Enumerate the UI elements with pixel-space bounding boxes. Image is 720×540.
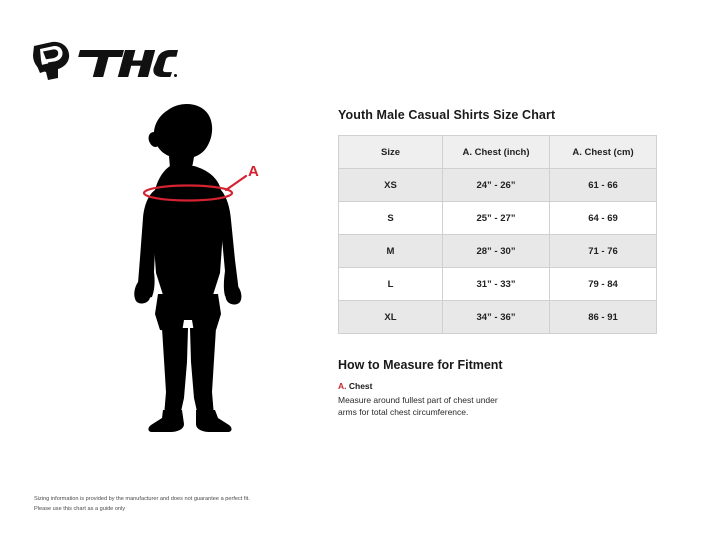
table-row: S 25” - 27” 64 - 69 bbox=[338, 201, 657, 235]
cell-chest-cm: 86 - 91 bbox=[549, 300, 657, 334]
measure-name: Chest bbox=[348, 381, 373, 391]
cell-size: L bbox=[338, 267, 443, 301]
cell-chest-inch: 25” - 27” bbox=[442, 201, 550, 235]
disclaimer-line-1: Sizing information is provided by the ma… bbox=[34, 496, 250, 502]
column-header-chest-inch: A. Chest (inch) bbox=[442, 135, 550, 169]
table-row: M 28” - 30” 71 - 76 bbox=[338, 234, 657, 268]
table-row: L 31” - 33” 79 - 84 bbox=[338, 267, 657, 301]
cell-size: XL bbox=[338, 300, 443, 334]
column-header-chest-cm: A. Chest (cm) bbox=[549, 135, 657, 169]
measure-description: Measure around fullest part of chest und… bbox=[338, 395, 498, 418]
youth-silhouette-icon bbox=[134, 104, 242, 432]
cell-chest-cm: 71 - 76 bbox=[549, 234, 657, 268]
footer-disclaimer: Sizing information is provided by the ma… bbox=[34, 495, 454, 514]
chest-measure-annotation bbox=[142, 174, 248, 202]
cell-chest-cm: 61 - 66 bbox=[549, 168, 657, 202]
thor-helmet-icon bbox=[33, 41, 70, 80]
page-title: Youth Male Casual Shirts Size Chart bbox=[338, 108, 556, 122]
measure-item-label: A. Chest bbox=[338, 381, 678, 392]
measure-key: A. bbox=[338, 381, 347, 391]
cell-chest-inch: 34” - 36” bbox=[442, 300, 550, 334]
cell-chest-inch: 31” - 33” bbox=[442, 267, 550, 301]
cell-chest-cm: 79 - 84 bbox=[549, 267, 657, 301]
thor-wordmark bbox=[78, 50, 178, 77]
size-chart-table: Size A. Chest (inch) A. Chest (cm) XS 24… bbox=[338, 135, 657, 334]
brand-logo bbox=[28, 36, 178, 84]
cell-chest-inch: 28” - 30” bbox=[442, 234, 550, 268]
cell-chest-cm: 64 - 69 bbox=[549, 201, 657, 235]
cell-size: S bbox=[338, 201, 443, 235]
cell-chest-inch: 24” - 26” bbox=[442, 168, 550, 202]
cell-size: M bbox=[338, 234, 443, 268]
column-header-size: Size bbox=[338, 135, 443, 169]
measure-heading: How to Measure for Fitment bbox=[338, 358, 503, 372]
how-to-measure-section: How to Measure for Fitment A. Chest Meas… bbox=[338, 358, 678, 419]
measure-letter-a: A bbox=[248, 163, 259, 180]
cell-size: XS bbox=[338, 168, 443, 202]
table-row: XS 24” - 26” 61 - 66 bbox=[338, 168, 657, 202]
size-chart-panel: Youth Male Casual Shirts Size Chart Size… bbox=[338, 108, 678, 419]
table-header-row: Size A. Chest (inch) A. Chest (cm) bbox=[338, 135, 657, 169]
table-row: XL 34” - 36” 86 - 91 bbox=[338, 300, 657, 334]
disclaimer-line-2: Please use this chart as a guide only bbox=[34, 505, 126, 512]
body-figure-illustration: A bbox=[108, 98, 278, 438]
